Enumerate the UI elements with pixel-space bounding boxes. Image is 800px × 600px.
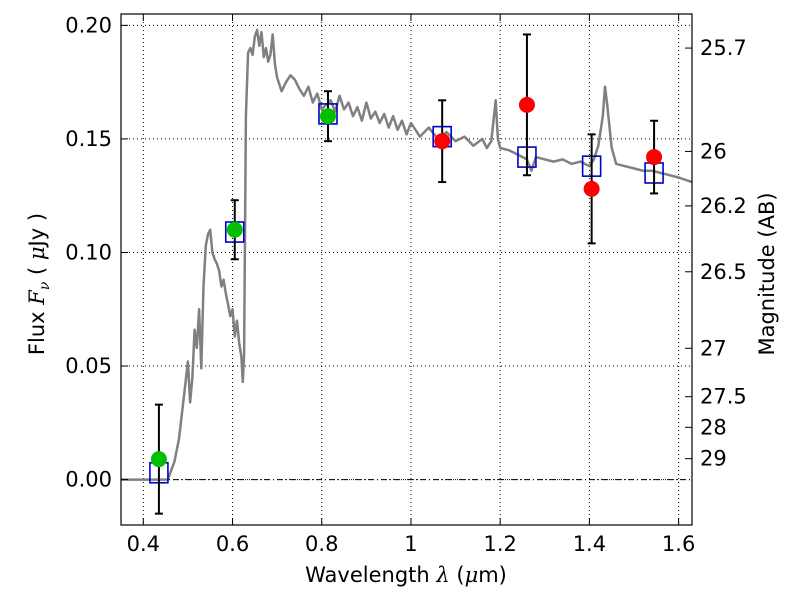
observed-point (583, 180, 600, 197)
y2-tick-label: 26.2 (700, 194, 747, 218)
y2-axis-ticks: 25.7 26 26.2 26.5 27 27.5 28 29 (685, 36, 747, 471)
y-tick-label: 0.00 (65, 468, 112, 492)
x-tick-label: 1.6 (662, 532, 695, 556)
observed-point (518, 96, 535, 113)
x-tick-label: 1.2 (483, 532, 516, 556)
y2-tick-label: 27 (700, 336, 727, 360)
x-tick-label: 0.6 (216, 532, 249, 556)
x-axis-ticks: 0.4 0.6 0.8 1 1.2 1.4 1.6 (127, 14, 695, 556)
observed-point (646, 149, 663, 166)
y-axis-label: Flux Fν ( μJy ) (25, 213, 53, 355)
y-axis-ticks: 0.00 0.05 0.10 0.15 0.20 (65, 13, 128, 492)
x-axis-label: Wavelength λ (μm) (305, 563, 507, 587)
y-tick-label: 0.10 (65, 240, 112, 264)
observed-points (150, 96, 663, 468)
observed-point (434, 133, 451, 150)
plot-frame (120, 13, 693, 526)
y-tick-label: 0.20 (65, 13, 112, 37)
y2-tick-label: 27.5 (700, 385, 747, 409)
model-spectrum-line (121, 28, 693, 481)
y2-tick-label: 26.5 (700, 260, 747, 284)
error-bars (154, 33, 659, 515)
observed-point (319, 108, 336, 125)
observed-point (226, 221, 243, 238)
x-tick-label: 0.8 (305, 532, 338, 556)
y2-tick-label: 26 (700, 139, 727, 163)
y2-axis-label: Magnitude (AB) (755, 192, 779, 355)
x-tick-label: 0.4 (127, 532, 160, 556)
y-tick-label: 0.15 (65, 127, 112, 151)
y-tick-label: 0.05 (65, 354, 112, 378)
y2-tick-label: 25.7 (700, 36, 747, 60)
x-tick-label: 1.4 (573, 532, 606, 556)
observed-point (150, 451, 167, 468)
x-tick-label: 1 (404, 532, 417, 556)
y2-tick-label: 28 (700, 415, 727, 439)
y2-tick-label: 29 (700, 447, 727, 471)
